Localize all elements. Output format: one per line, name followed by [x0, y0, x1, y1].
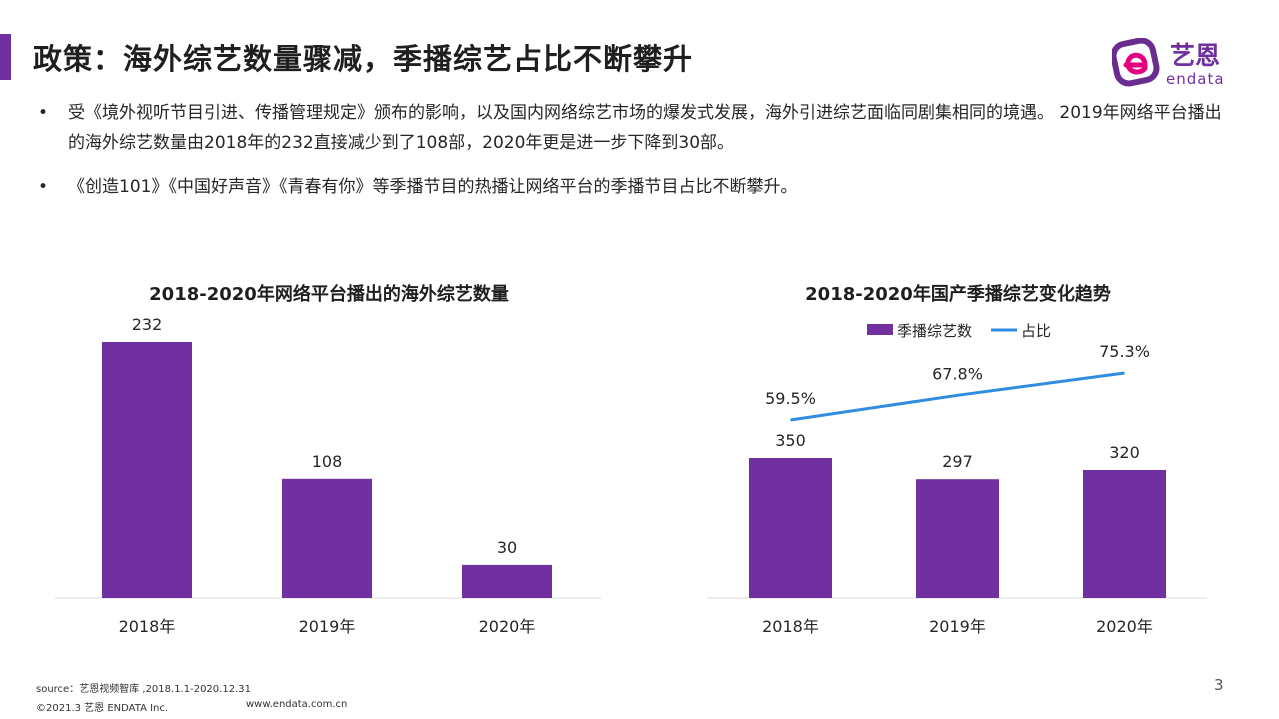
data-label: 350 [775, 431, 806, 450]
series-line [790, 371, 1125, 422]
x-tick-label: 2019年 [929, 617, 986, 636]
source-note: source：艺恩视频智库 ,2018.1.1-2020.12.31 [36, 684, 251, 695]
title-accent-bar [0, 34, 11, 80]
data-label: 297 [942, 452, 973, 471]
copyright: ©2021.3 艺恩 ENDATA Inc. [36, 703, 169, 714]
data-label: 30 [497, 538, 517, 557]
line-data-label: 75.3% [1099, 342, 1150, 361]
overseas-variety-bar-chart: 2018-2020年网络平台播出的海外综艺数量 232 2018年 108 2019年… [55, 280, 603, 640]
bar [282, 478, 372, 598]
bullet-item: • 《创造101》《中国好声音》《青春有你》等季播节目的热播让网络平台的季播节目… [38, 172, 1238, 202]
x-tick-label: 2019年 [299, 617, 356, 636]
x-tick-label: 2020年 [1096, 617, 1153, 636]
website: www.endata.com.cn [246, 699, 348, 710]
logo-name: 艺恩 [1170, 41, 1221, 70]
bar [749, 458, 832, 598]
bar [916, 479, 999, 598]
bullet-list: • 受《境外视听节目引进、传播管理规定》颁布的影响，以及国内网络综艺市场的爆发式… [38, 98, 1238, 216]
page-title: 政策：海外综艺数量骤减，季播综艺占比不断攀升 [33, 42, 694, 76]
line-data-label: 67.8% [932, 364, 983, 383]
chart-plot: 季播综艺数 占比 350 2018年 297 2019年 320 2020年 59.5% 67.8… [707, 322, 1207, 636]
bar [102, 342, 192, 598]
x-tick-label: 2020年 [479, 617, 536, 636]
bar [1083, 470, 1166, 598]
legend-swatch-bar [867, 324, 893, 335]
x-tick-label: 2018年 [762, 617, 819, 636]
bullet-text: 受《境外视听节目引进、传播管理规定》颁布的影响，以及国内网络综艺市场的爆发式发展… [68, 103, 1222, 153]
bullet-marker: • [38, 103, 49, 123]
bullet-marker: • [38, 177, 49, 197]
data-label: 108 [312, 452, 343, 471]
data-label: 232 [132, 315, 163, 334]
page-number: 3 [1214, 676, 1224, 694]
x-tick-label: 2018年 [119, 617, 176, 636]
domestic-seasonal-variety-chart: 2018-2020年国产季播综艺变化趋势 季播综艺数 占比 350 2018年 297 2… [707, 280, 1209, 640]
line-data-label: 59.5% [765, 389, 816, 408]
logo-e-stroke [1123, 52, 1148, 75]
endata-e-logo-icon [1112, 38, 1160, 87]
chart-title: 2018-2020年网络平台播出的海外综艺数量 [149, 284, 509, 305]
legend-label: 季播综艺数 [897, 322, 972, 340]
logo-frame [1112, 38, 1160, 87]
endata-logo: 艺恩 endata [1112, 36, 1242, 90]
bullet-text: 《创造101》《中国好声音》《青春有你》等季播节目的热播让网络平台的季播节目占比… [68, 177, 798, 197]
legend-label: 占比 [1021, 322, 1051, 340]
chart-title: 2018-2020年国产季播综艺变化趋势 [805, 284, 1111, 305]
bullet-item: • 受《境外视听节目引进、传播管理规定》颁布的影响，以及国内网络综艺市场的爆发式… [38, 98, 1238, 158]
logo-sub: endata [1166, 70, 1225, 88]
bar [462, 564, 552, 598]
chart-legend: 季播综艺数 占比 [867, 322, 1051, 340]
chart-plot: 232 2018年 108 2019年 30 2020年 [55, 315, 601, 636]
data-label: 320 [1109, 443, 1140, 462]
